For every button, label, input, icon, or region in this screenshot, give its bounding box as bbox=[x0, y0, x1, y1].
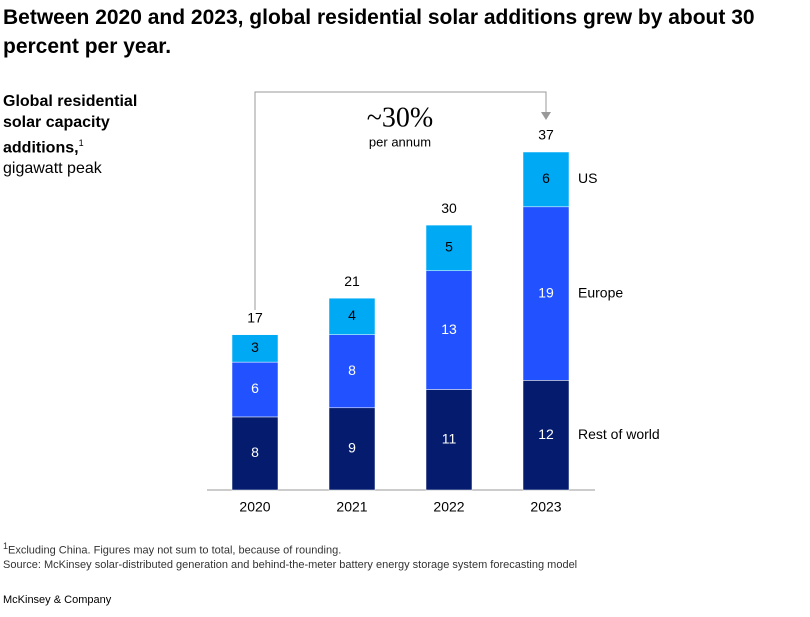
value-label: 9 bbox=[348, 440, 356, 456]
x-tick-label: 2023 bbox=[530, 499, 561, 515]
footnote: Excluding China. Figures may not sum to … bbox=[8, 544, 342, 557]
brand: McKinsey & Company bbox=[3, 594, 112, 606]
bar-segment bbox=[522, 206, 570, 381]
annotation: ~30% bbox=[367, 102, 433, 133]
bar-segment bbox=[425, 224, 473, 272]
bar-segment bbox=[522, 380, 570, 491]
unit: gigawatt peak bbox=[3, 160, 102, 178]
bar-segment bbox=[425, 270, 473, 390]
legend-label: US bbox=[578, 170, 597, 186]
note-marker: 1 bbox=[3, 541, 9, 551]
note-marker: 1 bbox=[78, 138, 84, 148]
value-label: 6 bbox=[542, 170, 550, 186]
total-label: 17 bbox=[247, 309, 263, 325]
x-tick-label: 2021 bbox=[336, 499, 367, 515]
footnote-block: 1Excluding China. Figures may not sum to… bbox=[3, 539, 577, 572]
bar-segment bbox=[328, 297, 376, 335]
bar-segment bbox=[522, 151, 570, 208]
legend-label: Rest of world bbox=[578, 426, 660, 442]
value-label: 12 bbox=[538, 426, 554, 442]
source: Source: McKinsey solar-distributed gener… bbox=[3, 558, 578, 571]
bar-segment bbox=[328, 407, 376, 491]
bar-segment bbox=[231, 416, 279, 491]
bar-segment bbox=[231, 361, 279, 418]
value-label: 19 bbox=[538, 284, 554, 300]
value-label: 11 bbox=[442, 430, 457, 446]
value-label: 13 bbox=[441, 321, 457, 337]
chart-title: Between 2020 and 2023, global residentia… bbox=[3, 6, 755, 58]
value-label: 4 bbox=[348, 307, 356, 323]
subtitle: Global residential solar capacity additi… bbox=[3, 93, 138, 157]
bar-segment bbox=[231, 334, 279, 363]
value-label: 8 bbox=[251, 444, 259, 460]
bracket-arrow bbox=[541, 112, 551, 120]
annotation-sub: per annum bbox=[369, 134, 431, 149]
subtitle-block: Global residential solar capacity additi… bbox=[3, 91, 163, 179]
total-label: 21 bbox=[344, 273, 360, 289]
total-label: 37 bbox=[538, 127, 554, 143]
bar-segment bbox=[425, 389, 473, 491]
x-tick-label: 2022 bbox=[433, 499, 464, 515]
bracket bbox=[254, 91, 547, 310]
value-label: 3 bbox=[251, 339, 259, 355]
x-tick-label: 2020 bbox=[239, 499, 270, 515]
legend-label: Europe bbox=[578, 284, 623, 300]
value-label: 8 bbox=[348, 362, 356, 378]
bar-segment bbox=[328, 334, 376, 409]
value-label: 6 bbox=[251, 380, 259, 396]
total-label: 30 bbox=[441, 200, 457, 216]
value-label: 5 bbox=[445, 239, 453, 255]
